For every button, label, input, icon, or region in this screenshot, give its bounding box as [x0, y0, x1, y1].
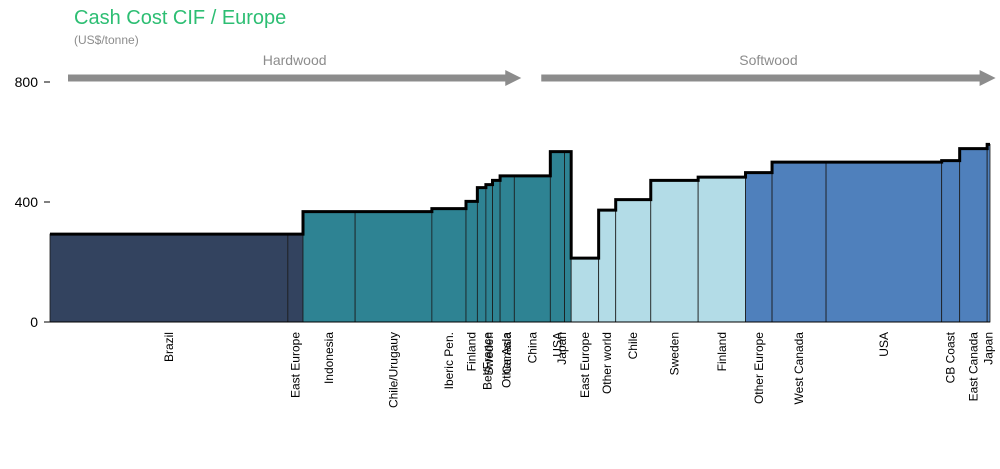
bar-segment	[745, 172, 773, 323]
category-label: USA	[877, 332, 891, 357]
y-tick-label: 800	[15, 74, 39, 90]
category-label: Chile/Urugauy	[386, 332, 400, 408]
category-label: Canada	[500, 332, 514, 374]
bar-segment	[465, 200, 478, 323]
category-label: Iberic Pen.	[442, 332, 456, 389]
category-label: Japan	[982, 332, 996, 365]
bar-segment	[570, 257, 600, 323]
category-label: Other Europe	[752, 332, 766, 404]
category-label: Other Asia	[499, 332, 513, 388]
category-label: Japan	[555, 332, 569, 365]
bar-segment	[941, 160, 961, 323]
group-arrow-head	[505, 70, 522, 86]
category-label: Chile	[626, 332, 640, 360]
bar-segment	[986, 143, 991, 323]
category-label: Sweden	[482, 332, 496, 375]
category-label: Other world	[600, 332, 614, 394]
bar-segment	[49, 233, 289, 323]
cost-curve-outline	[50, 142, 990, 260]
category-labels: Brazil East Europe Indonesia Chile/Urugauy I…	[162, 331, 996, 408]
y-axis: 0 400 800	[15, 74, 50, 330]
group-arrow-head	[979, 70, 996, 86]
category-label: Indonesia	[322, 332, 336, 384]
category-label: East Europe	[288, 332, 302, 398]
bar-segment	[287, 233, 304, 323]
category-label: USA	[550, 332, 564, 357]
category-label: East Canada	[966, 332, 980, 402]
category-label: Finland	[465, 332, 479, 371]
category-label: China	[525, 332, 539, 364]
group-label: Hardwood	[263, 52, 327, 68]
group-arrows: Hardwood Softwood	[68, 52, 996, 86]
category-label: Finland	[715, 332, 729, 371]
bar-segment	[513, 175, 551, 323]
category-label: Bel/France	[481, 332, 495, 390]
bar-segment	[598, 209, 617, 323]
category-label: Brazil	[162, 332, 176, 362]
bar-segment	[499, 175, 515, 323]
category-label: Sweden	[667, 332, 681, 375]
group-label: Softwood	[739, 52, 797, 68]
bar-segment	[549, 151, 565, 323]
category-label: West Canada	[792, 332, 806, 405]
y-tick-label: 400	[15, 194, 39, 210]
chart-title: Cash Cost CIF / Europe	[74, 7, 286, 29]
bar-segment	[302, 211, 356, 323]
bars	[49, 143, 991, 323]
bar-segment	[771, 161, 827, 323]
bar-segment	[697, 176, 746, 323]
y-tick-label: 0	[30, 314, 38, 330]
category-label: East Europe	[578, 332, 592, 398]
bar-segment	[485, 184, 493, 323]
bar-segment	[492, 179, 501, 323]
bar-segment	[825, 161, 943, 323]
chart-subtitle: (US$/tonne)	[74, 33, 139, 47]
bar-segment	[431, 208, 467, 323]
bar-segment	[476, 187, 487, 323]
category-label: CB Coast	[944, 331, 958, 383]
bar-segment	[354, 211, 433, 323]
bar-segment	[959, 148, 988, 323]
bar-segment	[650, 179, 699, 323]
bar-segment	[615, 199, 652, 323]
